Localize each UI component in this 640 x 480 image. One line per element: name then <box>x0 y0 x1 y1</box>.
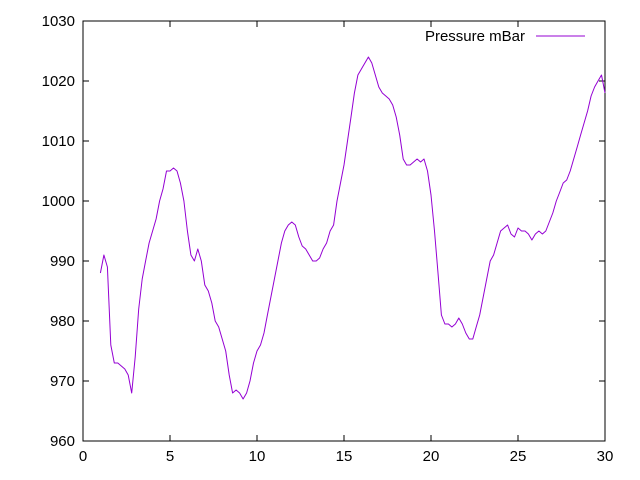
x-tick-label: 5 <box>166 448 174 465</box>
y-tick-label: 980 <box>50 313 75 330</box>
x-tick-label: 10 <box>249 448 266 465</box>
x-tick-label: 20 <box>423 448 440 465</box>
x-tick-label: 15 <box>336 448 353 465</box>
y-tick-label: 1010 <box>42 133 75 150</box>
series-layer <box>99 56 606 400</box>
legend: Pressure mBar <box>425 28 585 45</box>
pressure-series-line <box>99 56 606 400</box>
y-tick-label: 960 <box>50 433 75 450</box>
plot-frame <box>82 20 606 442</box>
x-tick-label: 30 <box>597 448 614 465</box>
x-tick-label: 25 <box>510 448 527 465</box>
x-tick-label: 0 <box>79 448 87 465</box>
y-tick-label: 1000 <box>42 193 75 210</box>
y-tick-label: 1030 <box>42 13 75 30</box>
y-tick-label: 1020 <box>42 73 75 90</box>
x-axis: 0 5 10 15 20 25 30 <box>79 21 614 465</box>
y-axis: 960 970 980 990 1000 1010 1020 1030 <box>42 13 605 450</box>
y-tick-label: 970 <box>50 373 75 390</box>
y-tick-label: 990 <box>50 253 75 270</box>
legend-label: Pressure mBar <box>425 28 525 45</box>
